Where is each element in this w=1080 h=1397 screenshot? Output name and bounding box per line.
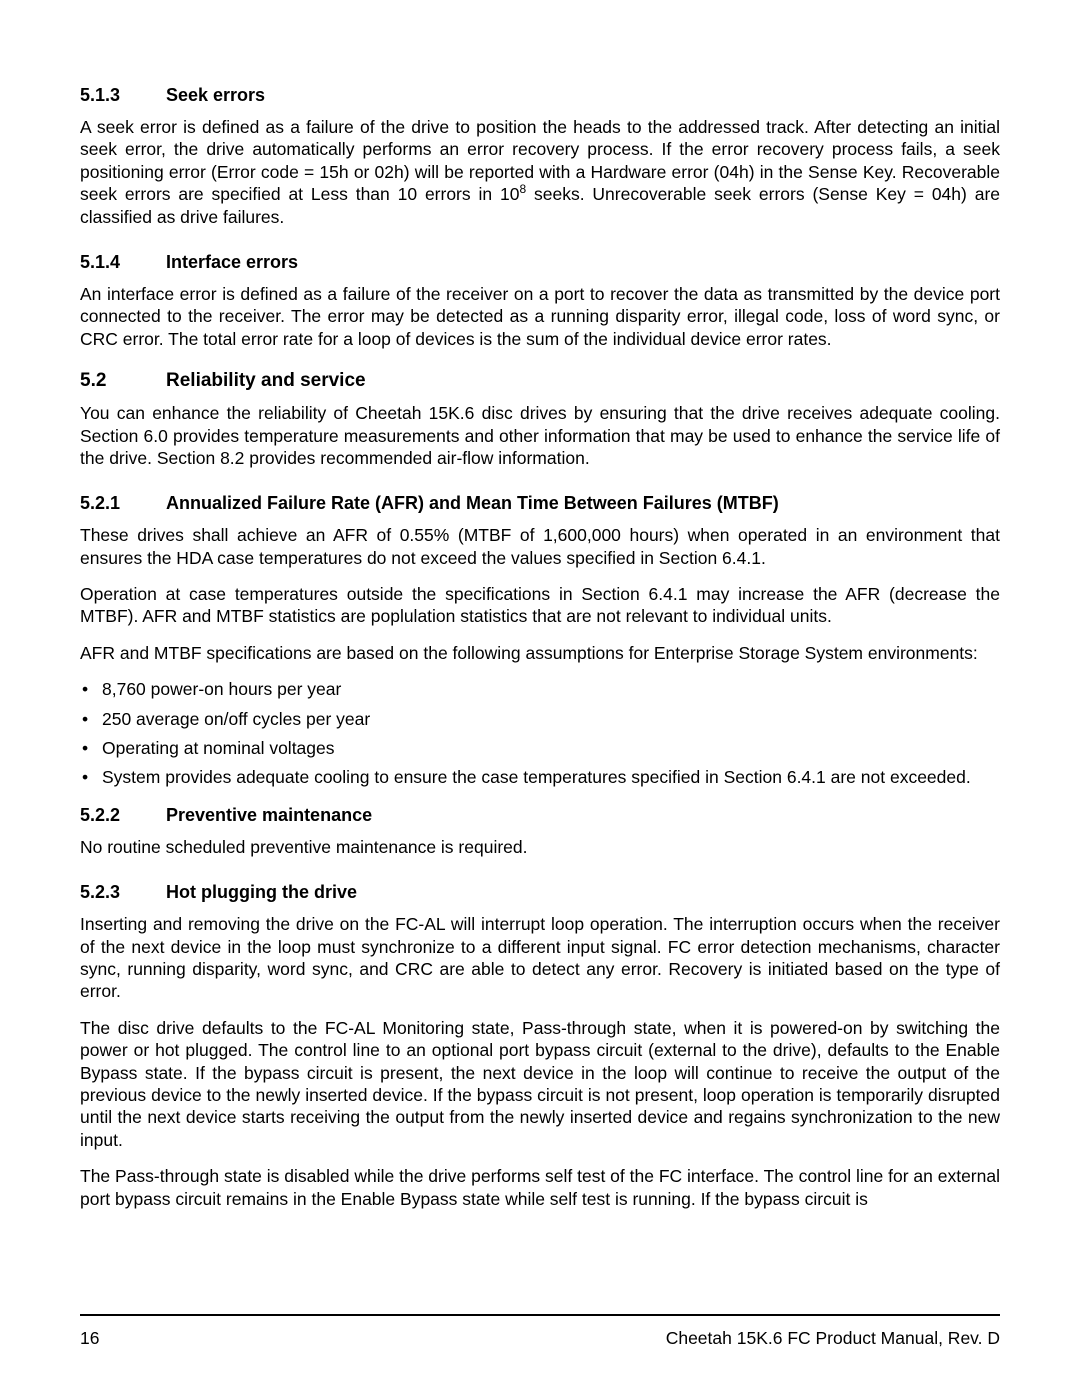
section-number: 5.2.3 [80, 882, 166, 903]
list-item: 8,760 power-on hours per year [80, 678, 1000, 700]
section-title: Hot plugging the drive [166, 882, 357, 903]
heading-5-2-3: 5.2.3 Hot plugging the drive [80, 882, 1000, 903]
paragraph-reliability: You can enhance the reliability of Cheet… [80, 402, 1000, 469]
section-title: Preventive maintenance [166, 805, 372, 826]
document-title: Cheetah 15K.6 FC Product Manual, Rev. D [666, 1328, 1000, 1349]
section-number: 5.1.4 [80, 252, 166, 273]
section-title: Reliability and service [166, 370, 366, 392]
paragraph-hotplug-3: The Pass-through state is disabled while… [80, 1165, 1000, 1210]
heading-5-2-2: 5.2.2 Preventive maintenance [80, 805, 1000, 826]
paragraph-afr-1: These drives shall achieve an AFR of 0.5… [80, 524, 1000, 569]
page-footer: 16 Cheetah 15K.6 FC Product Manual, Rev.… [80, 1314, 1000, 1349]
afr-assumptions-list: 8,760 power-on hours per year 250 averag… [80, 678, 1000, 789]
paragraph-interface-errors: An interface error is defined as a failu… [80, 283, 1000, 350]
paragraph-afr-3: AFR and MTBF specifications are based on… [80, 642, 1000, 664]
heading-5-1-3: 5.1.3 Seek errors [80, 85, 1000, 106]
paragraph-seek-errors: A seek error is defined as a failure of … [80, 116, 1000, 228]
paragraph-hotplug-2: The disc drive defaults to the FC-AL Mon… [80, 1017, 1000, 1151]
section-number: 5.2.2 [80, 805, 166, 826]
footer-rule [80, 1314, 1000, 1316]
paragraph-preventive: No routine scheduled preventive maintena… [80, 836, 1000, 858]
section-number: 5.2 [80, 370, 166, 392]
heading-5-1-4: 5.1.4 Interface errors [80, 252, 1000, 273]
list-item: System provides adequate cooling to ensu… [80, 766, 1000, 788]
page-number: 16 [80, 1328, 99, 1349]
section-number: 5.1.3 [80, 85, 166, 106]
heading-5-2-1: 5.2.1 Annualized Failure Rate (AFR) and … [80, 493, 1000, 514]
list-item: 250 average on/off cycles per year [80, 708, 1000, 730]
section-number: 5.2.1 [80, 493, 166, 514]
paragraph-afr-2: Operation at case temperatures outside t… [80, 583, 1000, 628]
heading-5-2: 5.2 Reliability and service [80, 370, 1000, 392]
section-title: Seek errors [166, 85, 265, 106]
list-item: Operating at nominal voltages [80, 737, 1000, 759]
paragraph-hotplug-1: Inserting and removing the drive on the … [80, 913, 1000, 1003]
section-title: Annualized Failure Rate (AFR) and Mean T… [166, 493, 779, 514]
section-title: Interface errors [166, 252, 298, 273]
